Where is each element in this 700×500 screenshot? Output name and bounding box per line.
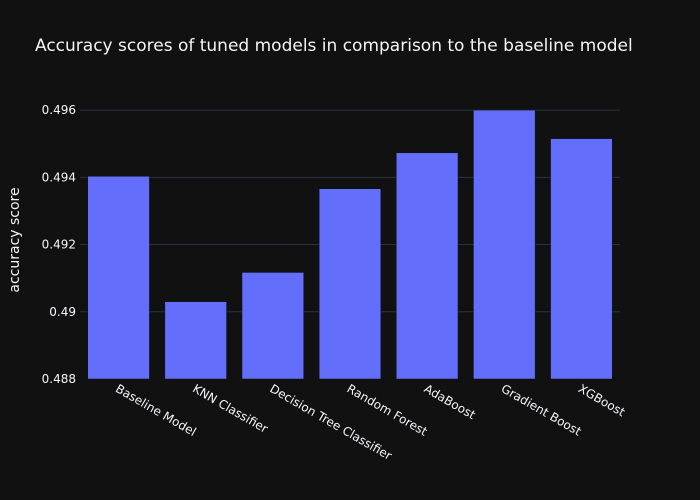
x-tick-label: XGBoost — [576, 381, 628, 419]
y-axis-ticks: 0.488 0.49 0.492 0.494 0.496 — [42, 103, 76, 386]
bar-decision-tree-classifier[interactable] — [241, 272, 304, 380]
bar-adaboost[interactable] — [396, 152, 459, 380]
bar-gradient-boost[interactable] — [473, 109, 536, 380]
x-tick-label: Decision Tree Classifier — [267, 381, 394, 462]
y-tick-label: 0.494 — [42, 170, 76, 184]
y-tick-label: 0.496 — [42, 103, 76, 117]
y-tick-label: 0.488 — [42, 372, 76, 386]
chart-title: Accuracy scores of tuned models in compa… — [35, 36, 633, 56]
x-tick-label: Gradient Boost — [499, 381, 584, 438]
y-tick-label: 0.49 — [49, 305, 76, 319]
x-tick-label: Baseline Model — [113, 381, 199, 438]
x-tick-label: KNN Classifier — [190, 381, 270, 435]
bar-random-forest[interactable] — [318, 188, 382, 380]
bars — [87, 109, 613, 380]
y-axis-title: accuracy score — [7, 187, 23, 292]
bar-baseline-model[interactable] — [87, 176, 150, 380]
bar-knn-classifier[interactable] — [164, 301, 227, 380]
y-tick-label: 0.492 — [42, 238, 76, 252]
bar-xgboost[interactable] — [550, 138, 613, 380]
x-tick-label: AdaBoost — [422, 381, 478, 422]
